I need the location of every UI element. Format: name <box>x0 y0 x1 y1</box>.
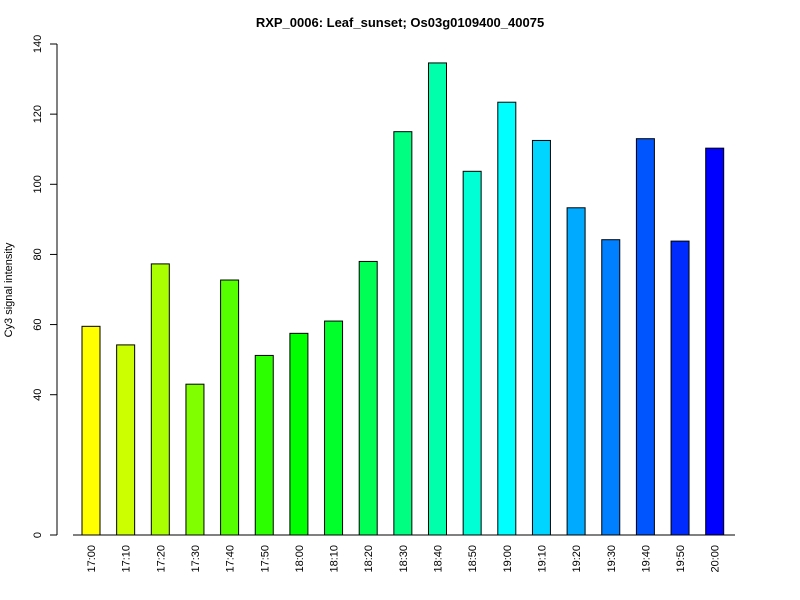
bar-1820 <box>358 260 378 536</box>
bar-1920 <box>566 207 586 536</box>
y-axis-label: Cy3 signal intensity <box>3 242 15 337</box>
x-tick-label: 18:10 <box>329 545 341 573</box>
y-tick-label: 120 <box>32 105 44 123</box>
x-labels-group: 17:00 17:10 17:20 17:30 17:40 17:50 18:00 18:10… <box>86 545 722 573</box>
y-tick-label: 0 <box>32 532 44 538</box>
x-tick-label: 19:00 <box>502 545 514 573</box>
x-tick-label: 18:30 <box>398 545 410 573</box>
y-tick-label: 40 <box>32 389 44 401</box>
x-tick-label: 17:40 <box>225 545 237 573</box>
x-tick-label: 19:30 <box>606 545 618 573</box>
chart-title: RXP_0006: Leaf_sunset; Os03g0109400_4007… <box>256 15 544 30</box>
bar-1830 <box>393 131 413 536</box>
bar-1720 <box>150 263 170 536</box>
bar-1850 <box>462 170 482 536</box>
bar-1910 <box>531 139 551 536</box>
y-ticks-group: 0 40 60 80 100 120 140 <box>32 35 57 538</box>
bar-1700 <box>81 325 101 536</box>
x-tick-label: 18:00 <box>294 545 306 573</box>
bar-1940 <box>635 138 655 536</box>
x-tick-label: 19:10 <box>536 545 548 573</box>
y-tick-label: 80 <box>32 248 44 260</box>
bar-1750 <box>254 354 274 536</box>
y-tick-label: 100 <box>32 175 44 193</box>
x-tick-label: 18:40 <box>433 545 445 573</box>
x-tick-label: 17:50 <box>259 545 271 573</box>
x-tick-label: 17:20 <box>155 545 167 573</box>
bar-1800 <box>289 332 309 536</box>
x-tick-label: 17:30 <box>190 545 202 573</box>
bars-group <box>81 62 725 536</box>
bar-1900 <box>497 101 517 536</box>
bar-1730 <box>185 383 205 536</box>
bar-1930 <box>601 239 621 536</box>
bar-1950 <box>670 240 690 536</box>
bar-1810 <box>324 320 344 536</box>
x-tick-label: 20:00 <box>710 545 722 573</box>
x-tick-label: 19:20 <box>571 545 583 573</box>
x-tick-label: 19:50 <box>675 545 687 573</box>
y-tick-label: 140 <box>32 35 44 53</box>
x-tick-label: 17:10 <box>121 545 133 573</box>
x-tick-label: 17:00 <box>86 545 98 573</box>
x-tick-label: 18:20 <box>363 545 375 573</box>
bar-1840 <box>428 62 447 536</box>
y-tick-label: 60 <box>32 318 44 330</box>
x-tick-label: 18:50 <box>467 545 479 573</box>
x-tick-label: 19:40 <box>640 545 652 573</box>
bar-1740 <box>220 279 240 536</box>
bar-2000 <box>705 147 725 536</box>
bar-1710 <box>116 344 136 536</box>
